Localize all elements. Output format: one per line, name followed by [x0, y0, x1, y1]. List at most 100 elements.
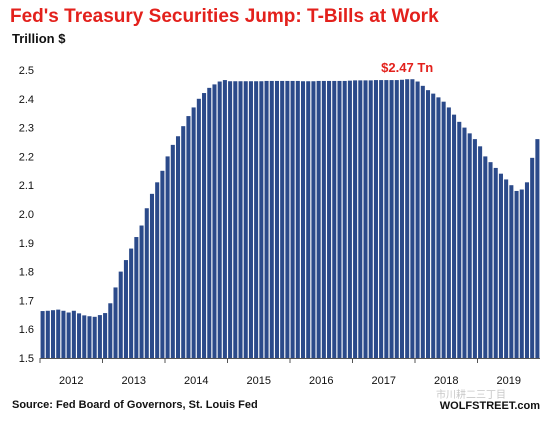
bar — [134, 237, 139, 358]
bar — [316, 80, 321, 358]
bar — [274, 80, 280, 358]
source-note: Source: Fed Board of Governors, St. Loui… — [12, 399, 258, 411]
bar — [478, 146, 483, 358]
bar — [113, 287, 118, 358]
y-tick-label: 2.1 — [19, 180, 34, 192]
bar — [264, 80, 269, 358]
bar — [353, 80, 358, 359]
bar — [504, 179, 509, 358]
bar — [405, 79, 410, 358]
peak-annotation: $2.47 Tn — [381, 60, 433, 75]
bar — [191, 107, 196, 358]
bar — [379, 80, 384, 358]
y-tick-label: 1.7 — [19, 295, 34, 307]
bar — [212, 84, 217, 359]
bar — [535, 139, 540, 358]
bar — [431, 93, 436, 359]
bar — [363, 80, 368, 359]
bar — [103, 313, 108, 358]
x-tick-label: 2015 — [247, 375, 271, 387]
x-tick-label: 2018 — [434, 375, 458, 387]
bar — [243, 81, 248, 358]
bar — [509, 185, 514, 358]
bar — [384, 80, 389, 358]
y-tick-label: 2.5 — [19, 65, 34, 77]
bar — [222, 80, 227, 358]
bar — [415, 81, 420, 359]
bar — [207, 87, 212, 359]
watermark-text: 市川耕二三丁目 — [436, 388, 506, 401]
bar — [462, 127, 467, 358]
bar — [519, 189, 524, 358]
bar — [389, 80, 394, 358]
bar — [373, 80, 378, 358]
bar — [399, 79, 405, 358]
bar — [71, 310, 76, 358]
bar — [254, 81, 259, 358]
bar — [285, 80, 290, 358]
bar — [118, 271, 123, 358]
bar — [332, 80, 337, 358]
bar — [248, 81, 253, 358]
bar — [66, 312, 71, 358]
x-tick-label: 2017 — [372, 375, 396, 387]
bar — [186, 116, 191, 358]
bar — [311, 81, 316, 358]
y-axis-unit-label: Trillion $ — [12, 31, 66, 46]
bar — [259, 81, 264, 358]
y-tick-label: 2.0 — [19, 209, 34, 221]
bar — [524, 182, 530, 358]
bar — [300, 81, 306, 358]
y-tick-label: 2.4 — [19, 94, 34, 106]
y-tick-label: 1.9 — [19, 238, 34, 250]
bar — [82, 315, 87, 358]
bar — [217, 81, 222, 359]
bar — [467, 133, 472, 358]
y-tick-label: 1.8 — [19, 267, 34, 279]
bar — [160, 170, 165, 358]
x-tick-label: 2016 — [309, 375, 333, 387]
bar — [196, 98, 201, 359]
y-tick-label: 1.6 — [19, 324, 34, 336]
bar-series — [40, 79, 540, 359]
bar — [77, 313, 82, 358]
wolfstreet-credit: WOLFSTREET.com — [440, 400, 540, 412]
bar — [290, 80, 295, 358]
bar — [108, 303, 113, 358]
x-tick-label: 2012 — [59, 375, 83, 387]
bar — [228, 81, 233, 358]
bar — [425, 90, 431, 358]
bar — [483, 156, 488, 358]
x-tick-label: 2014 — [184, 375, 208, 387]
bar — [295, 80, 300, 358]
bar — [129, 248, 134, 358]
x-tick-label: 2013 — [122, 375, 146, 387]
bar — [123, 260, 128, 358]
bar — [452, 114, 457, 358]
bar — [45, 310, 50, 358]
bar — [40, 311, 45, 358]
y-tick-label: 1.5 — [19, 353, 34, 365]
bar — [446, 107, 451, 358]
bar — [394, 80, 399, 358]
bar — [514, 190, 519, 358]
bar — [233, 81, 238, 358]
bar — [139, 225, 144, 358]
y-tick-label: 2.3 — [19, 123, 34, 135]
bar — [144, 208, 149, 358]
bar — [530, 157, 535, 358]
y-axis: 1.5 1.6 1.7 1.8 1.9 2.0 2.1 2.2 2.3 2.4 2.5 — [19, 65, 34, 365]
bar — [202, 93, 207, 358]
bar — [149, 193, 155, 358]
bar — [410, 79, 415, 358]
bar — [337, 80, 342, 358]
x-axis: 2012 2013 2014 2015 2016 2017 2018 2019 — [39, 358, 521, 387]
bar — [436, 97, 441, 359]
bar — [342, 80, 347, 358]
bar — [420, 85, 425, 358]
bar — [327, 80, 332, 358]
bar — [269, 80, 274, 358]
bar — [97, 315, 102, 358]
bar — [170, 144, 175, 358]
